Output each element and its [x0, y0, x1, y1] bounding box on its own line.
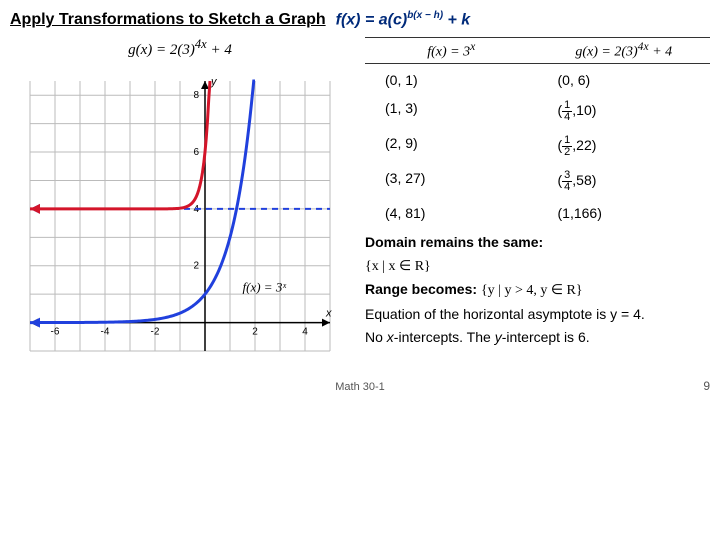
domain-set: {x | x ∈ R}: [365, 257, 710, 277]
svg-text:8: 8: [193, 91, 199, 102]
page-title: Apply Transformations to Sketch a Graph: [10, 11, 326, 29]
f-header: f(x) = 3x: [365, 38, 538, 63]
g-value: (1,166): [538, 205, 711, 221]
g-value: (12,22): [538, 135, 711, 158]
svg-text:-4: -4: [101, 327, 110, 338]
f-value: (4, 81): [365, 205, 538, 221]
footer-center: Math 30-1: [40, 381, 680, 393]
intercepts-note: No x-intercepts. The y-intercept is 6.: [365, 328, 710, 348]
table-row: (3, 27)(34,58): [365, 170, 710, 193]
g-header: g(x) = 2(3)4x + 4: [538, 38, 711, 63]
right-panel: f(x) = 3x g(x) = 2(3)4x + 4 (0, 1)(0, 6)…: [365, 37, 710, 374]
graph-panel: g(x) = 2(3)4x + 4 -6-4-2242468xyf(x) = 3…: [10, 37, 350, 374]
function-header-row: f(x) = 3x g(x) = 2(3)4x + 4: [365, 37, 710, 64]
formula: f(x) = a(c)b(x − h) + k: [336, 10, 471, 29]
svg-text:2: 2: [252, 327, 258, 338]
graph-svg: -6-4-2242468xyf(x) = 3ˣ: [10, 61, 350, 371]
g-value: (0, 6): [538, 72, 711, 88]
svg-text:4: 4: [302, 327, 308, 338]
f-value: (0, 1): [365, 72, 538, 88]
g-value: (34,58): [538, 170, 711, 193]
range-label: Range becomes:: [365, 281, 477, 297]
table-row: (4, 81)(1,166): [365, 205, 710, 221]
f-value: (2, 9): [365, 135, 538, 158]
domain-label: Domain remains the same:: [365, 234, 543, 250]
footer: Math 30-1 9: [10, 379, 710, 393]
svg-text:6: 6: [193, 147, 199, 158]
page-number: 9: [680, 379, 710, 393]
table-row: (1, 3)(14,10): [365, 100, 710, 123]
svg-text:f(x) = 3ˣ: f(x) = 3ˣ: [243, 280, 287, 295]
svg-text:-2: -2: [151, 327, 160, 338]
value-table: (0, 1)(0, 6)(1, 3)(14,10)(2, 9)(12,22)(3…: [365, 72, 710, 221]
f-value: (3, 27): [365, 170, 538, 193]
f-value: (1, 3): [365, 100, 538, 123]
svg-text:x: x: [325, 308, 332, 320]
asymptote-note: Equation of the horizontal asymptote is …: [365, 305, 710, 325]
graph-header: g(x) = 2(3)4x + 4: [10, 37, 350, 59]
notes: Domain remains the same: {x | x ∈ R} Ran…: [365, 233, 710, 348]
table-row: (2, 9)(12,22): [365, 135, 710, 158]
g-value: (14,10): [538, 100, 711, 123]
svg-text:-6: -6: [51, 327, 60, 338]
svg-text:2: 2: [193, 261, 199, 272]
range-set: {y | y > 4, y ∈ R}: [481, 283, 583, 298]
table-row: (0, 1)(0, 6): [365, 72, 710, 88]
